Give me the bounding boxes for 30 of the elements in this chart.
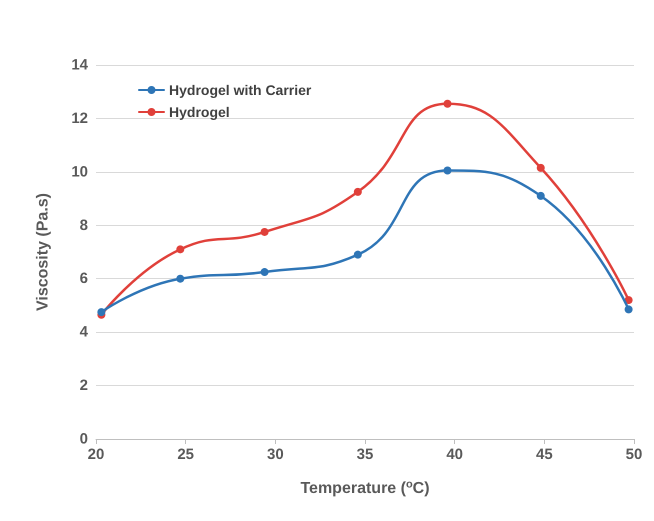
point [624, 305, 633, 314]
point [536, 192, 545, 200]
point [444, 100, 452, 108]
x-tick-label: 35 [356, 446, 374, 463]
point [176, 245, 184, 254]
point [260, 228, 269, 236]
x-tick-label: 40 [446, 446, 464, 463]
point [176, 274, 184, 283]
point [354, 188, 362, 196]
y-tick-label: 10 [71, 163, 88, 180]
y-tick-label: 8 [80, 216, 88, 234]
point [444, 166, 452, 175]
y-tick-label: 4 [80, 324, 89, 341]
x-tick-label: 20 [88, 446, 104, 463]
y-tick-label: 14 [71, 56, 89, 74]
x-tick-label: 30 [266, 446, 284, 463]
point [354, 250, 362, 259]
x-tick-label: 45 [536, 446, 553, 463]
point [260, 268, 269, 276]
x-tick-label: 25 [177, 446, 194, 463]
x-tick-label: 50 [626, 446, 642, 463]
y-tick-label: 6 [80, 270, 88, 288]
point [536, 164, 545, 172]
legend-label: Hydrogel with Carrier [169, 82, 312, 98]
y-tick-label: 12 [71, 110, 88, 127]
y-tick-label: 2 [80, 377, 88, 394]
point [97, 308, 106, 316]
y-tick-label: 0 [80, 430, 88, 448]
y-axis-title: Viscosity (Pa.s) [34, 193, 52, 311]
legend-label: Hydrogel [169, 104, 230, 120]
